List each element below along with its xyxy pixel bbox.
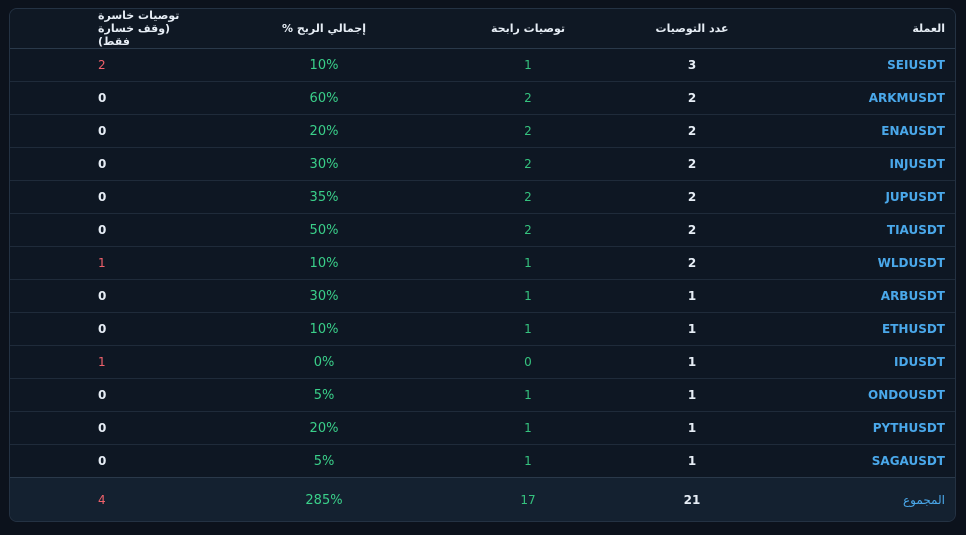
- losses-cell: 0: [10, 213, 195, 247]
- totals-profit: 285%: [195, 477, 453, 521]
- profit-cell: 5%: [195, 378, 453, 412]
- coin-cell[interactable]: ENAUSDT: [781, 114, 955, 148]
- profit-cell: 60%: [195, 81, 453, 115]
- coin-cell[interactable]: ONDOUSDT: [781, 378, 955, 412]
- table-row[interactable]: JUPUSDT 2 2 35% 0: [10, 180, 955, 214]
- wins-cell: 2: [453, 81, 603, 115]
- losses-cell: 1: [10, 246, 195, 280]
- count-cell: 2: [603, 81, 781, 115]
- table-body: SEIUSDT 3 1 10% 2 ARKMUSDT 2 2 60% 0 ENAUSDT 2 2 20% 0…: [10, 48, 955, 478]
- wins-cell: 1: [453, 48, 603, 82]
- table-row[interactable]: INJUSDT 2 2 30% 0: [10, 147, 955, 181]
- header-wins[interactable]: توصيات رابحة: [453, 9, 603, 49]
- coin-cell[interactable]: TIAUSDT: [781, 213, 955, 247]
- header-count[interactable]: عدد التوصيات: [603, 9, 781, 49]
- header-profit[interactable]: إجمالي الربح %: [195, 9, 453, 49]
- wins-cell: 2: [453, 213, 603, 247]
- losses-cell: 0: [10, 114, 195, 148]
- losses-cell: 0: [10, 312, 195, 346]
- table-row[interactable]: PYTHUSDT 1 1 20% 0: [10, 411, 955, 445]
- profit-cell: 50%: [195, 213, 453, 247]
- coin-cell[interactable]: SAGAUSDT: [871, 454, 945, 468]
- wins-cell: 1: [453, 246, 603, 280]
- coin-cell[interactable]: IDUSDT: [781, 345, 955, 379]
- coin-cell[interactable]: JUPUSDT: [781, 180, 955, 214]
- table-row[interactable]: ARKMUSDT 2 2 60% 0: [10, 81, 955, 115]
- profit-cell: 30%: [195, 147, 453, 181]
- coin-cell[interactable]: ARKMUSDT: [781, 81, 955, 115]
- count-cell: 2: [603, 246, 781, 280]
- profit-cell: 10%: [195, 48, 453, 82]
- wins-cell: 0: [453, 345, 603, 379]
- recommendations-table: العملة عدد التوصيات توصيات رابحة إجمالي …: [10, 9, 955, 521]
- wins-cell: 1: [524, 454, 532, 468]
- coin-cell[interactable]: ETHUSDT: [781, 312, 955, 346]
- count-cell: 1: [603, 411, 781, 445]
- table-row[interactable]: IDUSDT 1 0 0% 1: [10, 345, 955, 379]
- wins-cell: 2: [453, 180, 603, 214]
- header-coin[interactable]: العملة: [781, 9, 955, 49]
- header-row: العملة عدد التوصيات توصيات رابحة إجمالي …: [10, 9, 955, 49]
- table-row[interactable]: SAGAUSDT 1 1 5% 0: [10, 445, 955, 478]
- coin-cell[interactable]: SEIUSDT: [781, 48, 955, 82]
- profit-cell: 0%: [195, 345, 453, 379]
- wins-cell: 1: [453, 312, 603, 346]
- count-cell: 1: [603, 279, 781, 313]
- table-row[interactable]: ETHUSDT 1 1 10% 0: [10, 312, 955, 346]
- profit-cell: 10%: [195, 312, 453, 346]
- profit-cell: 5%: [313, 453, 335, 469]
- profit-cell: 35%: [195, 180, 453, 214]
- losses-cell: 1: [10, 345, 195, 379]
- profit-cell: 20%: [195, 411, 453, 445]
- header-losses[interactable]: توصيات خاسرة (وقف خسارة فقط): [10, 9, 195, 49]
- wins-cell: 1: [453, 279, 603, 313]
- totals-label: المجموع: [781, 477, 955, 521]
- table-row[interactable]: TIAUSDT 2 2 50% 0: [10, 213, 955, 247]
- losses-cell: 0: [98, 454, 107, 468]
- table-row[interactable]: ARBUSDT 1 1 30% 0: [10, 279, 955, 313]
- table-header: العملة عدد التوصيات توصيات رابحة إجمالي …: [10, 9, 955, 49]
- wins-cell: 2: [453, 114, 603, 148]
- losses-cell: 0: [10, 378, 195, 412]
- count-cell: 1: [603, 378, 781, 412]
- coin-cell[interactable]: ARBUSDT: [781, 279, 955, 313]
- count-cell: 1: [687, 454, 697, 468]
- coin-cell[interactable]: INJUSDT: [781, 147, 955, 181]
- wins-cell: 2: [453, 147, 603, 181]
- table-row[interactable]: SEIUSDT 3 1 10% 2: [10, 48, 955, 82]
- table-row[interactable]: WLDUSDT 2 1 10% 1: [10, 246, 955, 280]
- totals-wins: 17: [453, 477, 603, 521]
- coin-cell[interactable]: WLDUSDT: [781, 246, 955, 280]
- count-cell: 2: [603, 147, 781, 181]
- recommendations-table-panel: العملة عدد التوصيات توصيات رابحة إجمالي …: [9, 8, 956, 522]
- coin-cell[interactable]: PYTHUSDT: [781, 411, 955, 445]
- losses-cell: 0: [10, 411, 195, 445]
- count-cell: 2: [603, 213, 781, 247]
- count-cell: 2: [603, 180, 781, 214]
- totals-row: المجموع 21 17 285% 4: [10, 477, 955, 521]
- losses-cell: 0: [10, 147, 195, 181]
- wins-cell: 1: [453, 378, 603, 412]
- count-cell: 2: [603, 114, 781, 148]
- count-cell: 1: [603, 312, 781, 346]
- count-cell: 3: [603, 48, 781, 82]
- wins-cell: 1: [453, 411, 603, 445]
- losses-cell: 2: [10, 48, 195, 82]
- table-row[interactable]: ONDOUSDT 1 1 5% 0: [10, 378, 955, 412]
- losses-cell: 0: [10, 81, 195, 115]
- profit-cell: 20%: [195, 114, 453, 148]
- count-cell: 1: [603, 345, 781, 379]
- totals-count: 21: [603, 477, 781, 521]
- profit-cell: 10%: [195, 246, 453, 280]
- table-row[interactable]: ENAUSDT 2 2 20% 0: [10, 114, 955, 148]
- losses-cell: 0: [10, 180, 195, 214]
- losses-cell: 0: [10, 279, 195, 313]
- table-footer: المجموع 21 17 285% 4: [10, 477, 955, 521]
- profit-cell: 30%: [195, 279, 453, 313]
- totals-losses: 4: [10, 477, 195, 521]
